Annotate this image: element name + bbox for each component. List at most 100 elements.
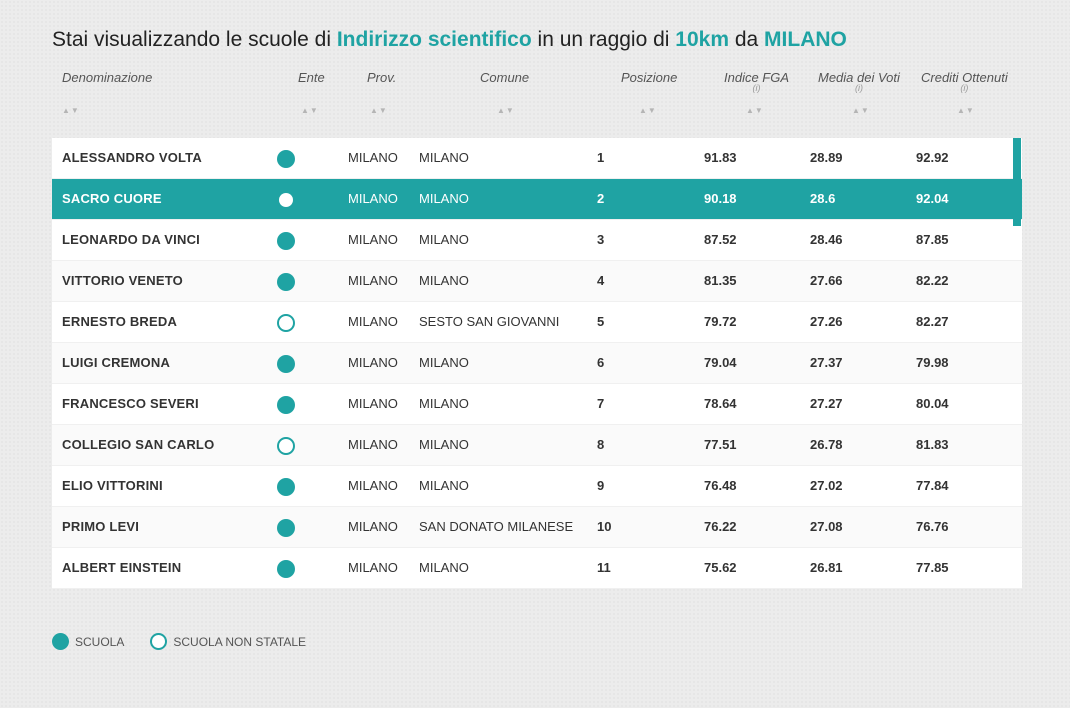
sort-prov[interactable]: ▲▼ xyxy=(370,106,388,115)
info-icon[interactable]: (i) xyxy=(960,83,969,93)
table-row[interactable]: VITTORIO VENETO MILANO MILANO 4 81.35 27.66 82… xyxy=(52,261,1022,302)
media-voti: 26.78 xyxy=(810,437,843,452)
school-name: FRANCESCO SEVERI xyxy=(62,396,199,411)
comune: MILANO xyxy=(419,560,469,575)
posizione: 10 xyxy=(597,519,612,534)
posizione: 6 xyxy=(597,355,605,370)
comune: MILANO xyxy=(419,396,469,411)
sort-up-icon[interactable]: ▲ xyxy=(639,106,648,115)
sort-up-icon[interactable]: ▲ xyxy=(746,106,755,115)
comune: MILANO xyxy=(419,437,469,452)
legend-item-non-statale: SCUOLA NON STATALE xyxy=(150,633,306,650)
sort-down-icon[interactable]: ▼ xyxy=(505,106,515,115)
title-prefix: Stai visualizzando le scuole di xyxy=(52,28,337,51)
filled-circle-icon xyxy=(277,478,295,496)
media-voti: 28.6 xyxy=(810,191,836,206)
sort-up-icon[interactable]: ▲ xyxy=(852,106,861,115)
table-row[interactable]: LUIGI CREMONA MILANO MILANO 6 79.04 27.37 79.9… xyxy=(52,343,1022,384)
indice-fga: 87.52 xyxy=(704,232,737,247)
header-ente: Ente xyxy=(298,70,325,85)
header-crediti: Crediti Ottenuti (i) xyxy=(921,70,1008,93)
legend: SCUOLA SCUOLA NON STATALE xyxy=(52,633,332,650)
comune: MILANO xyxy=(419,191,469,206)
table-row[interactable]: FRANCESCO SEVERI MILANO MILANO 7 78.64 27.27 8… xyxy=(52,384,1022,425)
sort-up-icon[interactable]: ▲ xyxy=(301,106,310,115)
indice-fga: 90.18 xyxy=(704,191,737,206)
crediti-ottenuti: 92.92 xyxy=(916,150,949,165)
ente-cell xyxy=(277,355,295,373)
table-row[interactable]: ALBERT EINSTEIN MILANO MILANO 11 75.62 26.81 7… xyxy=(52,548,1022,589)
sort-down-icon[interactable]: ▼ xyxy=(378,106,388,115)
header-media-label: Media dei Voti xyxy=(818,70,900,85)
sort-down-icon[interactable]: ▼ xyxy=(647,106,657,115)
sort-denominazione[interactable]: ▲▼ xyxy=(62,106,80,115)
ente-cell xyxy=(277,478,295,496)
header-indice-fga: Indice FGA (i) xyxy=(724,70,789,93)
ente-cell xyxy=(277,150,295,168)
crediti-ottenuti: 76.76 xyxy=(916,519,949,534)
title-indirizzo: Indirizzo scientifico xyxy=(336,28,532,51)
posizione: 9 xyxy=(597,478,605,493)
media-voti: 27.66 xyxy=(810,273,843,288)
sort-down-icon[interactable]: ▼ xyxy=(754,106,764,115)
info-icon[interactable]: (i) xyxy=(752,83,761,93)
school-name: PRIMO LEVI xyxy=(62,519,140,534)
media-voti: 27.02 xyxy=(810,478,843,493)
table-row[interactable]: ALESSANDRO VOLTA MILANO MILANO 1 91.83 28.89 9… xyxy=(52,138,1022,179)
filled-circle-icon xyxy=(277,232,295,250)
posizione: 8 xyxy=(597,437,605,452)
crediti-ottenuti: 82.22 xyxy=(916,273,949,288)
comune: SAN DONATO MILANESE xyxy=(419,519,574,534)
sort-media[interactable]: ▲▼ xyxy=(852,106,870,115)
sort-fga[interactable]: ▲▼ xyxy=(746,106,764,115)
ente-cell xyxy=(277,191,295,209)
sort-comune[interactable]: ▲▼ xyxy=(497,106,515,115)
sort-down-icon[interactable]: ▼ xyxy=(860,106,870,115)
sort-up-icon[interactable]: ▲ xyxy=(370,106,379,115)
sort-down-icon[interactable]: ▼ xyxy=(70,106,80,115)
comune: MILANO xyxy=(419,355,469,370)
table-row[interactable]: SACRO CUORE MILANO MILANO 2 90.18 28.6 92.04 xyxy=(52,179,1022,220)
school-name: COLLEGIO SAN CARLO xyxy=(62,437,215,452)
schools-table: ALESSANDRO VOLTA MILANO MILANO 1 91.83 28.89 9… xyxy=(52,138,1022,589)
table-row[interactable]: PRIMO LEVI MILANO SAN DONATO MILANESE 10 76.… xyxy=(52,507,1022,548)
legend-item-scuola: SCUOLA xyxy=(52,633,124,650)
sort-crediti[interactable]: ▲▼ xyxy=(957,106,975,115)
sort-up-icon[interactable]: ▲ xyxy=(62,106,71,115)
table-row[interactable]: ELIO VITTORINI MILANO MILANO 9 76.48 27.02 77.… xyxy=(52,466,1022,507)
media-voti: 28.89 xyxy=(810,150,843,165)
media-voti: 26.81 xyxy=(810,560,843,575)
school-name: SACRO CUORE xyxy=(62,191,162,206)
header-crediti-label: Crediti Ottenuti xyxy=(921,70,1008,85)
title-citta: MILANO xyxy=(764,28,847,51)
sort-up-icon[interactable]: ▲ xyxy=(497,106,506,115)
table-row[interactable]: ERNESTO BREDA MILANO SESTO SAN GIOVANNI 5 79… xyxy=(52,302,1022,343)
sort-posizione[interactable]: ▲▼ xyxy=(639,106,657,115)
hollow-circle-icon xyxy=(150,633,168,650)
sort-up-icon[interactable]: ▲ xyxy=(957,106,966,115)
scrollbar[interactable] xyxy=(1013,138,1021,226)
ente-cell xyxy=(277,232,295,250)
info-icon[interactable]: (i) xyxy=(854,83,863,93)
crediti-ottenuti: 77.85 xyxy=(916,560,949,575)
header-denominazione: Denominazione xyxy=(62,70,153,85)
table-row[interactable]: LEONARDO DA VINCI MILANO MILANO 3 87.52 28.46… xyxy=(52,220,1022,261)
provincia: MILANO xyxy=(348,232,398,247)
indice-fga: 81.35 xyxy=(704,273,737,288)
posizione: 2 xyxy=(597,191,605,206)
posizione: 4 xyxy=(597,273,605,288)
school-name: ERNESTO BREDA xyxy=(62,314,178,329)
header-prov: Prov. xyxy=(367,70,397,85)
crediti-ottenuti: 92.04 xyxy=(916,191,949,206)
hollow-circle-icon xyxy=(277,437,295,455)
indice-fga: 79.72 xyxy=(704,314,737,329)
sort-down-icon[interactable]: ▼ xyxy=(965,106,975,115)
table-row[interactable]: COLLEGIO SAN CARLO MILANO MILANO 8 77.51 26.7… xyxy=(52,425,1022,466)
school-name: ALBERT EINSTEIN xyxy=(62,560,182,575)
header-comune: Comune xyxy=(480,70,530,85)
sort-ente[interactable]: ▲▼ xyxy=(301,106,319,115)
media-voti: 27.27 xyxy=(810,396,843,411)
comune: MILANO xyxy=(419,273,469,288)
header-fga-label: Indice FGA xyxy=(724,70,790,85)
sort-down-icon[interactable]: ▼ xyxy=(309,106,319,115)
